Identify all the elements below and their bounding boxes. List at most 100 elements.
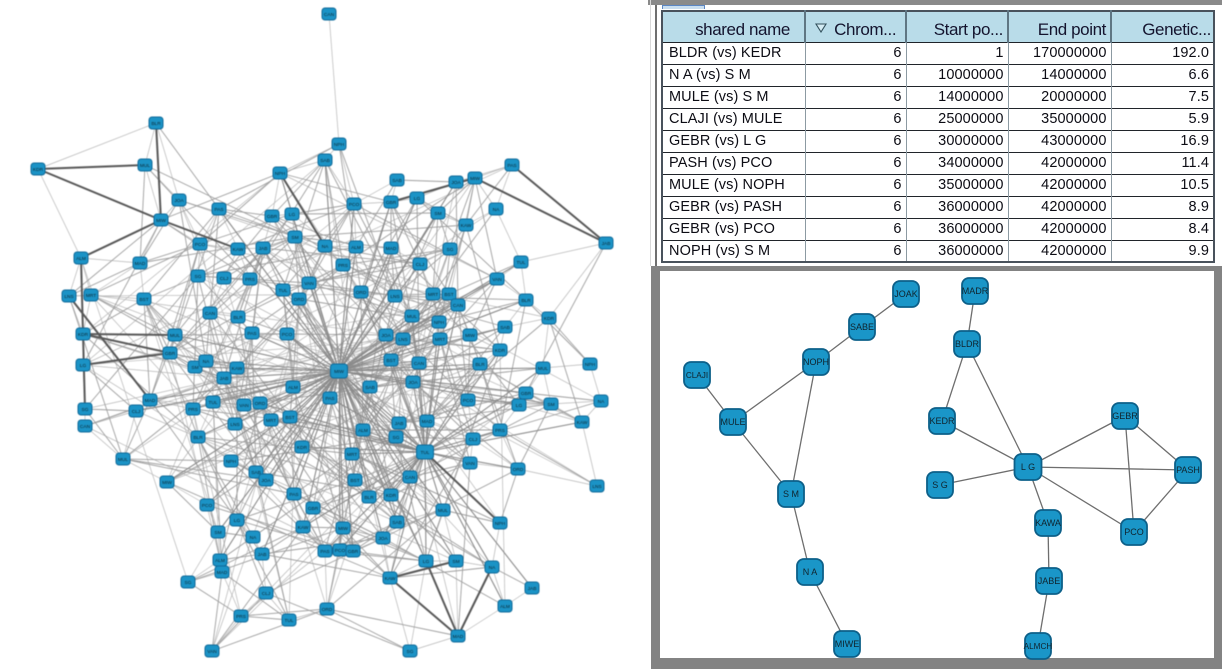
svg-text:GBR: GBR [386,200,397,206]
svg-text:JOA: JOA [381,333,391,339]
svg-text:CAN: CAN [414,361,425,367]
svg-text:MULE: MULE [720,417,745,427]
svg-text:LG: LG [423,559,430,565]
svg-text:GEBR: GEBR [1112,411,1138,421]
svg-text:BLDR: BLDR [955,339,980,349]
svg-text:BST: BST [444,292,453,298]
svg-text:LNS: LNS [592,484,601,490]
svg-text:SM: SM [547,402,554,408]
svg-text:NOPH: NOPH [803,357,829,367]
svg-text:CLJ: CLJ [469,437,478,443]
svg-text:VAN: VAN [492,277,502,283]
svg-text:NA: NA [203,359,210,365]
svg-text:KAW: KAW [232,366,243,372]
svg-text:CAN: CAN [405,475,416,481]
svg-text:KDR: KDR [33,167,44,173]
svg-text:KAW: KAW [233,247,244,253]
svg-text:LG: LG [516,403,523,409]
svg-text:ORD: ORD [513,467,524,473]
svg-text:SG: SG [407,649,414,655]
svg-text:MRT: MRT [347,452,357,458]
svg-text:KAW: KAW [298,525,309,531]
svg-text:KDR: KDR [495,348,506,354]
svg-text:SAB: SAB [392,520,402,526]
svg-text:CLAJI: CLAJI [686,371,708,380]
svg-text:KDR: KDR [78,332,89,338]
svg-text:PAS: PAS [325,396,334,402]
svg-text:MRT: MRT [86,293,96,299]
svg-text:BST: BST [386,358,395,364]
svg-text:NA: NA [489,565,496,571]
svg-text:PAS: PAS [214,207,223,213]
svg-text:ALM: ALM [215,558,225,564]
svg-text:SG: SG [185,580,192,586]
svg-text:PRS: PRS [236,614,246,620]
svg-text:PAS: PAS [247,331,256,337]
svg-text:CAN: CAN [205,311,216,317]
svg-text:MADR: MADR [962,286,989,296]
svg-text:CAN: CAN [324,12,335,18]
svg-text:ALM: ALM [358,428,368,434]
svg-text:JAB: JAB [602,241,611,247]
svg-text:PCO: PCO [335,548,346,554]
svg-text:JAB: JAB [528,586,537,592]
svg-text:ALMCH: ALMCH [1024,642,1053,651]
svg-text:MUL: MUL [438,508,448,514]
svg-text:SG: SG [82,407,89,413]
svg-text:SM: SM [291,235,298,241]
svg-text:CAN: CAN [453,303,464,309]
svg-text:SABE: SABE [850,322,874,332]
svg-text:MUL: MUL [538,366,548,372]
svg-text:SAB: SAB [320,158,330,164]
svg-text:ALM: ALM [288,385,298,391]
svg-text:PAS: PAS [289,492,298,498]
svg-text:JAB: JAB [395,421,404,427]
svg-text:NPH: NPH [434,320,445,326]
svg-text:PASH: PASH [1176,465,1200,475]
svg-text:GBR: GBR [308,506,319,512]
svg-text:KDR: KDR [544,316,555,322]
svg-text:PCO: PCO [195,242,206,248]
svg-text:TUL: TUL [208,400,217,406]
svg-text:PCO: PCO [1124,527,1144,537]
svg-text:PCO: PCO [463,398,474,404]
svg-text:CLJ: CLJ [416,262,425,268]
svg-text:MIW: MIW [465,333,475,339]
svg-text:NPH: NPH [585,362,596,368]
svg-text:BLR: BLR [233,315,243,321]
svg-text:SM: SM [434,211,441,217]
svg-text:LNS: LNS [390,294,399,300]
svg-text:CAN: CAN [80,424,91,430]
svg-text:MAD: MAD [422,419,433,425]
svg-text:PCO: PCO [349,202,360,208]
svg-text:MUL: MUL [170,333,180,339]
svg-text:JOA: JOA [261,478,271,484]
svg-text:MIW: MIW [334,369,344,375]
svg-text:ALM: ALM [351,245,361,251]
svg-text:SAB: SAB [365,385,375,391]
svg-text:LG: LG [289,212,296,218]
svg-text:MAD: MAD [145,398,156,404]
svg-text:JOA: JOA [378,536,388,542]
svg-text:GBR: GBR [521,391,532,397]
svg-text:PCO: PCO [282,332,293,338]
svg-text:NPH: NPH [226,459,237,465]
svg-text:SG: SG [393,435,400,441]
svg-text:GBR: GBR [165,351,176,357]
svg-text:KAW: KAW [385,576,396,582]
svg-text:PAS: PAS [320,549,329,555]
svg-text:PRS: PRS [338,263,348,269]
svg-text:MRT: MRT [435,337,445,343]
svg-text:MRT: MRT [266,418,276,424]
svg-text:KAW: KAW [577,420,588,426]
svg-text:VAN: VAN [465,461,475,467]
svg-text:SAB: SAB [251,470,261,476]
svg-text:MIWE: MIWE [835,639,860,649]
svg-text:ORD: ORD [294,297,305,303]
svg-text:JAB: JAB [258,552,267,558]
svg-text:BST: BST [350,478,359,484]
svg-text:PRS: PRS [245,277,255,283]
svg-text:JOAK: JOAK [894,289,918,299]
svg-text:MIW: MIW [470,176,480,182]
svg-text:BST: BST [285,415,294,421]
